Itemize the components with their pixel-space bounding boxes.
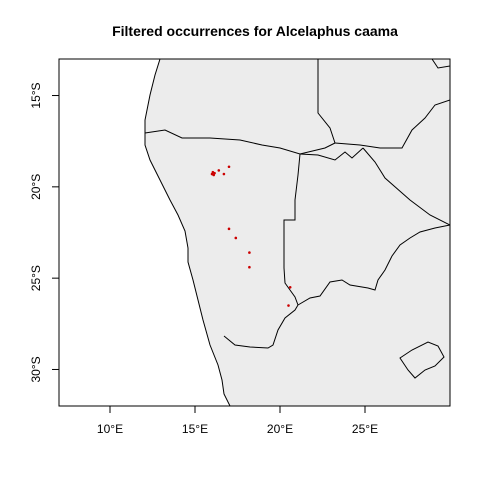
border-angola-south bbox=[144, 129, 336, 155]
occurrence-point bbox=[217, 169, 221, 172]
border-zambia-north bbox=[431, 59, 450, 69]
y-tick-label: 30°S bbox=[29, 356, 43, 382]
x-tick-label: 15°E bbox=[182, 422, 208, 436]
occurrence-point bbox=[227, 227, 231, 231]
occurrence-point bbox=[248, 251, 251, 254]
border-zimbabwe-botswana bbox=[362, 147, 450, 226]
occurrence-point bbox=[234, 236, 238, 240]
occurrence-point bbox=[222, 172, 226, 176]
chart-title: Filtered occurrences for Alcelaphus caam… bbox=[112, 23, 398, 39]
x-axis: 10°E 15°E 20°E 25°E bbox=[97, 406, 378, 436]
land-mass bbox=[144, 59, 450, 406]
border-zambia-east bbox=[334, 99, 450, 149]
occurrence-point bbox=[213, 171, 216, 175]
occurrence-point bbox=[287, 304, 290, 307]
border-lesotho bbox=[399, 341, 445, 379]
y-axis: 15°S 20°S 25°S 30°S bbox=[29, 82, 59, 383]
border-botswana-south bbox=[297, 224, 450, 306]
occurrence-point bbox=[288, 285, 292, 289]
x-tick-label: 20°E bbox=[267, 422, 293, 436]
occurrence-point bbox=[248, 265, 251, 269]
plot-frame bbox=[58, 58, 451, 407]
y-tick-label: 25°S bbox=[29, 265, 43, 291]
occurrence-points bbox=[210, 165, 292, 307]
border-namibia-botswana bbox=[283, 153, 301, 306]
border-angola-zambia bbox=[317, 59, 336, 144]
y-tick-label: 20°S bbox=[29, 174, 43, 200]
x-tick-label: 10°E bbox=[97, 422, 123, 436]
x-tick-label: 25°E bbox=[352, 422, 378, 436]
occurrence-point bbox=[227, 165, 231, 169]
border-orange-river bbox=[223, 304, 299, 349]
country-borders bbox=[144, 59, 450, 379]
y-tick-label: 15°S bbox=[29, 82, 43, 108]
border-caprivi bbox=[299, 147, 364, 161]
